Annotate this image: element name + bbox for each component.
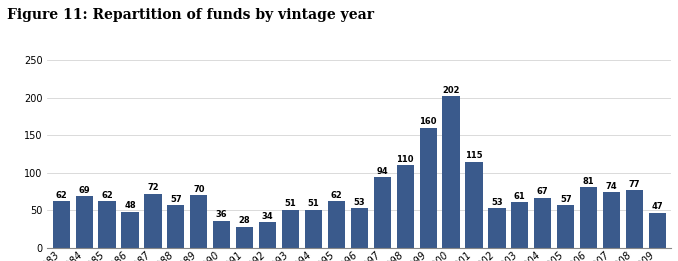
Bar	[488, 208, 506, 248]
Bar	[443, 96, 460, 248]
Bar	[511, 202, 528, 248]
Bar	[98, 201, 116, 248]
Text: 62: 62	[56, 191, 67, 200]
Bar	[534, 198, 551, 248]
Text: 77: 77	[629, 180, 640, 188]
Text: 72: 72	[147, 183, 159, 192]
Text: 34: 34	[262, 212, 273, 221]
Text: 48: 48	[124, 201, 136, 210]
Bar	[121, 212, 138, 248]
Text: 53: 53	[353, 198, 365, 207]
Text: 53: 53	[491, 198, 503, 207]
Bar	[191, 195, 207, 248]
Bar	[75, 196, 93, 248]
Text: 110: 110	[397, 155, 414, 164]
Bar	[649, 213, 666, 248]
Text: 94: 94	[376, 167, 388, 176]
Bar	[282, 210, 299, 248]
Text: 202: 202	[442, 86, 460, 94]
Bar	[420, 128, 437, 248]
Bar	[557, 205, 574, 248]
Text: 51: 51	[308, 199, 319, 208]
Text: 81: 81	[583, 176, 595, 186]
Text: 57: 57	[560, 195, 572, 204]
Bar	[236, 227, 254, 248]
Text: 62: 62	[101, 191, 113, 200]
Bar	[397, 165, 414, 248]
Text: 74: 74	[605, 182, 618, 191]
Bar	[213, 221, 231, 248]
Text: 57: 57	[170, 195, 182, 204]
Bar	[167, 205, 184, 248]
Bar	[465, 162, 483, 248]
Bar	[327, 201, 345, 248]
Bar	[259, 222, 276, 248]
Text: 51: 51	[285, 199, 296, 208]
Text: 28: 28	[239, 216, 250, 226]
Bar	[351, 208, 368, 248]
Text: 61: 61	[514, 192, 525, 201]
Bar	[626, 190, 643, 248]
Text: 67: 67	[537, 187, 549, 196]
Bar	[144, 194, 161, 248]
Text: 115: 115	[465, 151, 483, 160]
Text: 36: 36	[216, 210, 228, 220]
Bar	[53, 201, 70, 248]
Text: 160: 160	[420, 117, 437, 126]
Bar	[374, 177, 391, 248]
Bar	[305, 210, 322, 248]
Text: 47: 47	[652, 202, 663, 211]
Bar	[603, 192, 620, 248]
Text: 70: 70	[193, 185, 205, 194]
Bar	[580, 187, 597, 248]
Text: 62: 62	[331, 191, 342, 200]
Text: Figure 11: Repartition of funds by vintage year: Figure 11: Repartition of funds by vinta…	[7, 8, 374, 22]
Text: 69: 69	[79, 186, 90, 195]
